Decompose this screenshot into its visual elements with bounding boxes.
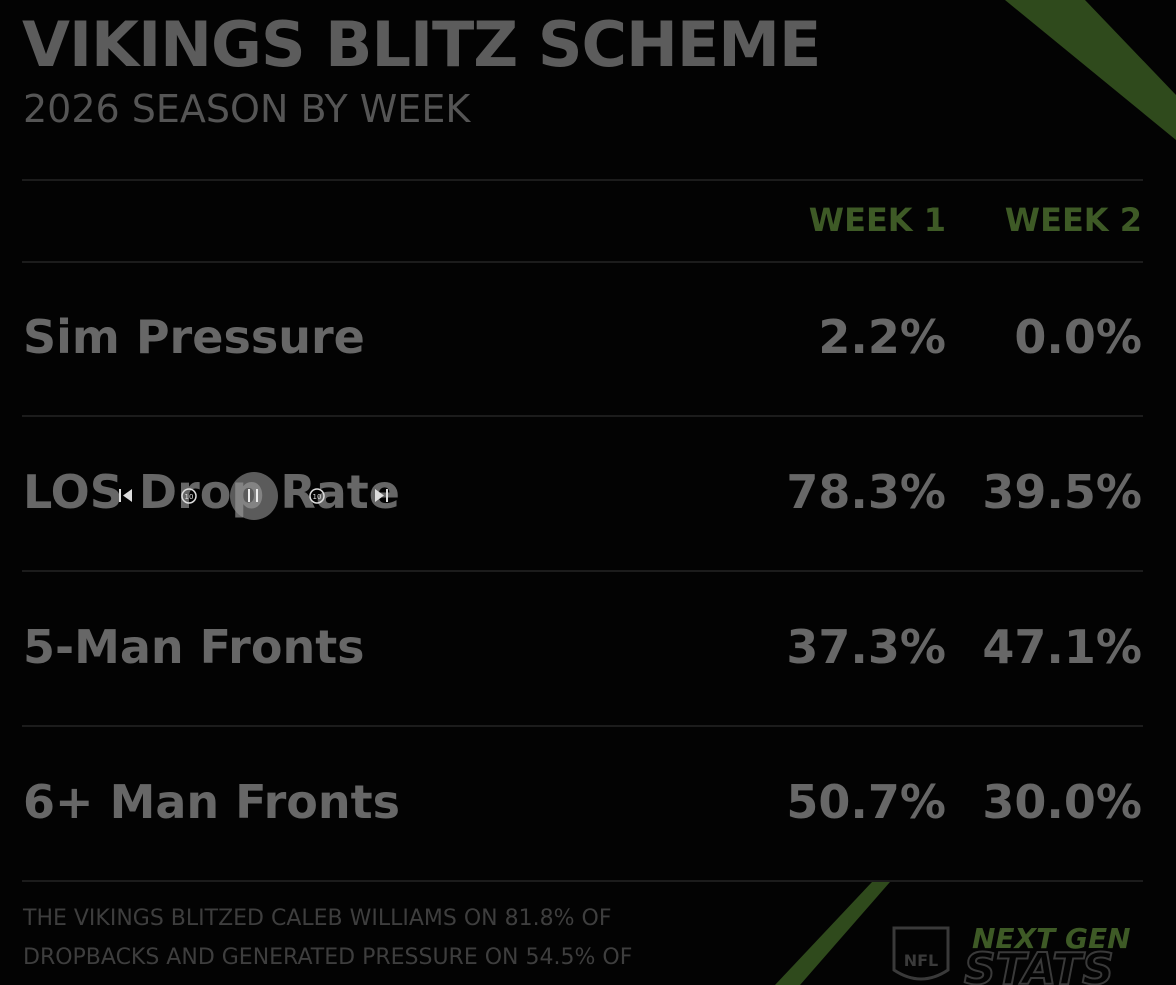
- footnote: DROPBACKS AND GENERATED PRESSURE ON 54.5…: [23, 945, 633, 970]
- row-label: 5-Man Fronts: [23, 620, 365, 674]
- title: VIKINGS BLITZ SCHEME: [22, 8, 821, 81]
- rule: [22, 261, 1143, 263]
- cell-value: 50.7%: [786, 775, 946, 829]
- forward-10-button[interactable]: 10: [309, 488, 325, 504]
- stripe-bottom: [775, 882, 890, 985]
- column-header: WEEK 1: [808, 201, 946, 239]
- rule: [22, 179, 1143, 181]
- row-label: Sim Pressure: [23, 310, 365, 364]
- cell-value: 78.3%: [786, 465, 946, 519]
- row-label: LOS Drop Rate: [23, 465, 400, 519]
- cell-value: 39.5%: [982, 465, 1142, 519]
- rewind-10-button[interactable]: 10: [181, 488, 197, 504]
- logo-line: STATS: [964, 944, 1114, 985]
- pause-button[interactable]: [230, 472, 278, 520]
- logo-shield-text: NFL: [904, 951, 939, 970]
- svg-text:10: 10: [185, 493, 194, 501]
- next-button[interactable]: [375, 489, 388, 502]
- previous-button[interactable]: [119, 489, 132, 502]
- rule: [22, 415, 1143, 417]
- svg-text:10: 10: [313, 493, 322, 501]
- row-label: 6+ Man Fronts: [23, 775, 401, 829]
- footnote: THE VIKINGS BLITZED CALEB WILLIAMS ON 81…: [23, 906, 612, 931]
- cell-value: 37.3%: [786, 620, 946, 674]
- rule: [22, 570, 1143, 572]
- logo-line: NEXT GEN: [972, 922, 1131, 955]
- cell-value: 2.2%: [818, 310, 946, 364]
- cell-value: 0.0%: [1014, 310, 1142, 364]
- rule: [22, 725, 1143, 727]
- column-header: WEEK 2: [1004, 201, 1142, 239]
- stripe-top: [1005, 0, 1176, 140]
- cell-value: 47.1%: [982, 620, 1142, 674]
- cell-value: 30.0%: [982, 775, 1142, 829]
- rule: [22, 880, 1143, 882]
- logo-shield: [892, 926, 950, 981]
- logo: NFL NEXT GEN STATS: [892, 922, 1131, 985]
- subtitle: 2026 SEASON BY WEEK: [23, 87, 471, 131]
